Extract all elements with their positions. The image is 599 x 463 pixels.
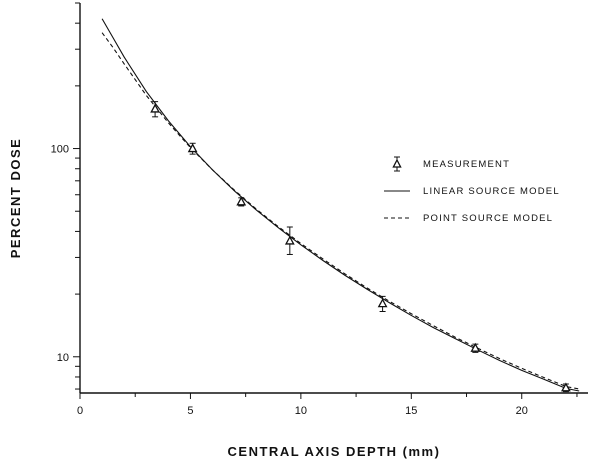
- x-axis-label: CENTRAL AXIS DEPTH (mm): [228, 444, 441, 459]
- legend-linear-label: LINEAR SOURCE MODEL: [423, 186, 560, 197]
- measurement-point: [187, 143, 198, 153]
- measurement-markers: [150, 101, 571, 393]
- measurement-point: [470, 342, 481, 352]
- legend-measurement-symbol: [392, 156, 402, 172]
- y-tick-label: 10: [57, 352, 69, 364]
- x-tick-label: 10: [295, 405, 307, 417]
- legend-point-label: POINT SOURCE MODEL: [423, 213, 553, 224]
- measurement-point: [377, 298, 388, 308]
- measurement-point: [150, 103, 160, 113]
- y-tick-label: 100: [51, 144, 69, 156]
- x-tick-label: 5: [187, 405, 193, 417]
- x-tick-label: 0: [77, 405, 83, 417]
- tick-labels: 0 5 10 15 20 10 100: [51, 144, 528, 417]
- plot-series-lines: [101, 18, 580, 392]
- legend-measurement-label: MEASUREMENT: [423, 159, 510, 170]
- point-source-curve: [101, 32, 580, 390]
- linear-source-curve: [101, 18, 580, 392]
- axes: [79, 3, 588, 394]
- x-tick-label: 15: [405, 405, 417, 417]
- measurement-point: [236, 196, 247, 206]
- measurement-point: [561, 382, 571, 392]
- x-tick-label: 20: [516, 405, 528, 417]
- legend: MEASUREMENT LINEAR SOURCE MODEL POINT SO…: [384, 156, 560, 224]
- tick-marks: [73, 2, 578, 399]
- measurement-point: [284, 235, 295, 245]
- y-axis-label: PERCENT DOSE: [8, 138, 23, 259]
